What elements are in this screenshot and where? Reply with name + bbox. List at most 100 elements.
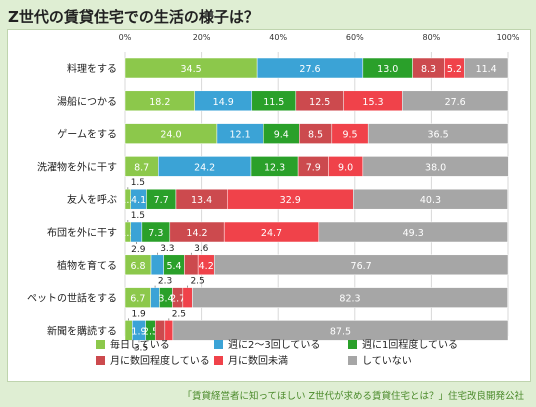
- data-label: 32.9: [280, 195, 301, 206]
- data-label: 12.5: [309, 97, 330, 108]
- callout-label: 3.5: [134, 343, 148, 353]
- callout-label: 3.3: [160, 244, 174, 254]
- chart-title: Z世代の賃貸住宅での生活の様子は？: [8, 8, 259, 26]
- data-label: 27.6: [445, 97, 466, 108]
- bar-segment: [318, 221, 508, 243]
- data-label: 5.2: [447, 64, 462, 75]
- data-label: 9.0: [338, 162, 353, 173]
- legend-swatch: [214, 356, 223, 365]
- callout-label: 1.5: [131, 211, 145, 221]
- x-tick-label: 20%: [193, 33, 211, 42]
- legend-label: していない: [362, 355, 412, 367]
- bar-segment: [130, 221, 143, 243]
- data-label: 82.3: [339, 294, 360, 305]
- data-label: 15.3: [362, 97, 383, 108]
- bar-segment: [164, 320, 174, 341]
- data-label: 7.7: [154, 195, 169, 206]
- legend-swatch: [348, 340, 357, 349]
- data-label: 1.5: [120, 195, 135, 206]
- data-label: 14.2: [186, 228, 207, 239]
- category-label: 友人を呼ぶ: [67, 193, 117, 206]
- bar-segment: [155, 320, 166, 341]
- legend-swatch: [96, 356, 105, 365]
- data-label: 13.0: [377, 64, 398, 75]
- data-label: 18.2: [149, 97, 170, 108]
- category-label: ゲームをする: [57, 129, 117, 141]
- legend-label: 週に2～3回している: [228, 339, 320, 351]
- category-label: 新聞を購読する: [47, 324, 117, 337]
- data-label: 9.4: [274, 130, 289, 141]
- x-tick-label: 100%: [497, 33, 520, 42]
- data-label: 8.3: [421, 64, 436, 75]
- data-label: 76.7: [351, 261, 372, 272]
- x-tick-label: 80%: [423, 33, 441, 42]
- bar-segment: [213, 254, 509, 276]
- data-label: 40.3: [420, 195, 441, 206]
- callout-label: 2.3: [158, 277, 172, 287]
- data-label: 24.0: [160, 130, 181, 141]
- x-tick-label: 0%: [119, 33, 132, 42]
- x-tick-label: 40%: [269, 33, 287, 42]
- category-label: 湯船につかる: [57, 95, 117, 108]
- data-label: 14.9: [213, 97, 234, 108]
- data-label: 7.3: [148, 228, 163, 239]
- data-label: 34.5: [180, 64, 201, 75]
- bar-segment: [150, 254, 164, 276]
- data-label: 11.4: [476, 64, 497, 75]
- data-label: 13.4: [191, 195, 212, 206]
- data-label: 2.5: [143, 326, 158, 337]
- data-label: 27.6: [299, 64, 320, 75]
- legend-swatch: [214, 340, 223, 349]
- data-label: 1.5: [120, 228, 135, 239]
- chart-panel: 0% 20% 40% 60% 80% 100% 料理をする 34.5 27.6 13.0 8.3 5.…: [7, 29, 531, 382]
- category-label: 料理をする: [67, 62, 117, 75]
- category-label: 布団を外に干す: [47, 227, 117, 239]
- data-label: 24.7: [261, 228, 282, 239]
- category-label: 植物を育てる: [57, 259, 117, 272]
- data-label: 2.7: [170, 294, 185, 305]
- bar-segment: [182, 287, 193, 308]
- data-label: 3.4: [158, 294, 173, 305]
- legend-label: 月に数回程度している: [110, 354, 210, 367]
- callout-label: 2.5: [190, 277, 204, 287]
- x-tick-label: 60%: [346, 33, 364, 42]
- bar-segment: [402, 90, 509, 112]
- bar-segment: [172, 320, 509, 341]
- category-label: ペットの世話をする: [27, 292, 117, 305]
- callout-label: 2.9: [131, 245, 146, 255]
- category-label: 洗濯物を外に干す: [37, 160, 117, 173]
- callout-label: 1.9: [131, 309, 146, 319]
- callout-label: 1.5: [131, 178, 145, 188]
- data-label: 12.1: [230, 130, 251, 141]
- data-label: 38.0: [425, 162, 446, 173]
- data-label: 11.5: [263, 97, 284, 108]
- data-label: 1.9: [131, 326, 146, 337]
- data-label: 12.3: [264, 162, 285, 173]
- data-label: 8.5: [308, 130, 323, 141]
- data-label: 49.3: [403, 228, 424, 239]
- bar-segment: [362, 156, 509, 177]
- legend-swatch: [96, 340, 105, 349]
- stacked-bar-chart: 0% 20% 40% 60% 80% 100% 料理をする 34.5 27.6 13.0 8.3 5.…: [27, 33, 520, 367]
- data-label: 4.1: [131, 195, 146, 206]
- data-label: 9.5: [342, 130, 357, 141]
- bar-segment: [192, 287, 508, 308]
- data-label: 6.7: [130, 294, 145, 305]
- data-label: 4.2: [199, 261, 214, 272]
- legend-label: 週に1回程度している: [362, 338, 458, 351]
- bar-segment: [464, 57, 509, 79]
- data-label: 8.7: [134, 162, 149, 173]
- source-credit: 「賃貸経営者に知ってほしい Z世代が求める賃貸住宅とは？」住宅改良開発公社: [182, 391, 524, 402]
- data-label: 36.5: [428, 130, 449, 141]
- data-label: 24.2: [194, 162, 215, 173]
- legend-label: 毎日している: [110, 338, 170, 351]
- data-label: 5.4: [166, 261, 181, 272]
- callout-label: 2.5: [172, 309, 186, 319]
- data-label: 6.8: [130, 261, 145, 272]
- bar-segment: [184, 254, 199, 276]
- legend-label: 月に数回未満: [228, 354, 288, 367]
- data-label: 87.5: [330, 326, 351, 337]
- data-label: 7.9: [306, 162, 321, 173]
- callout-label: 3.6: [194, 244, 209, 254]
